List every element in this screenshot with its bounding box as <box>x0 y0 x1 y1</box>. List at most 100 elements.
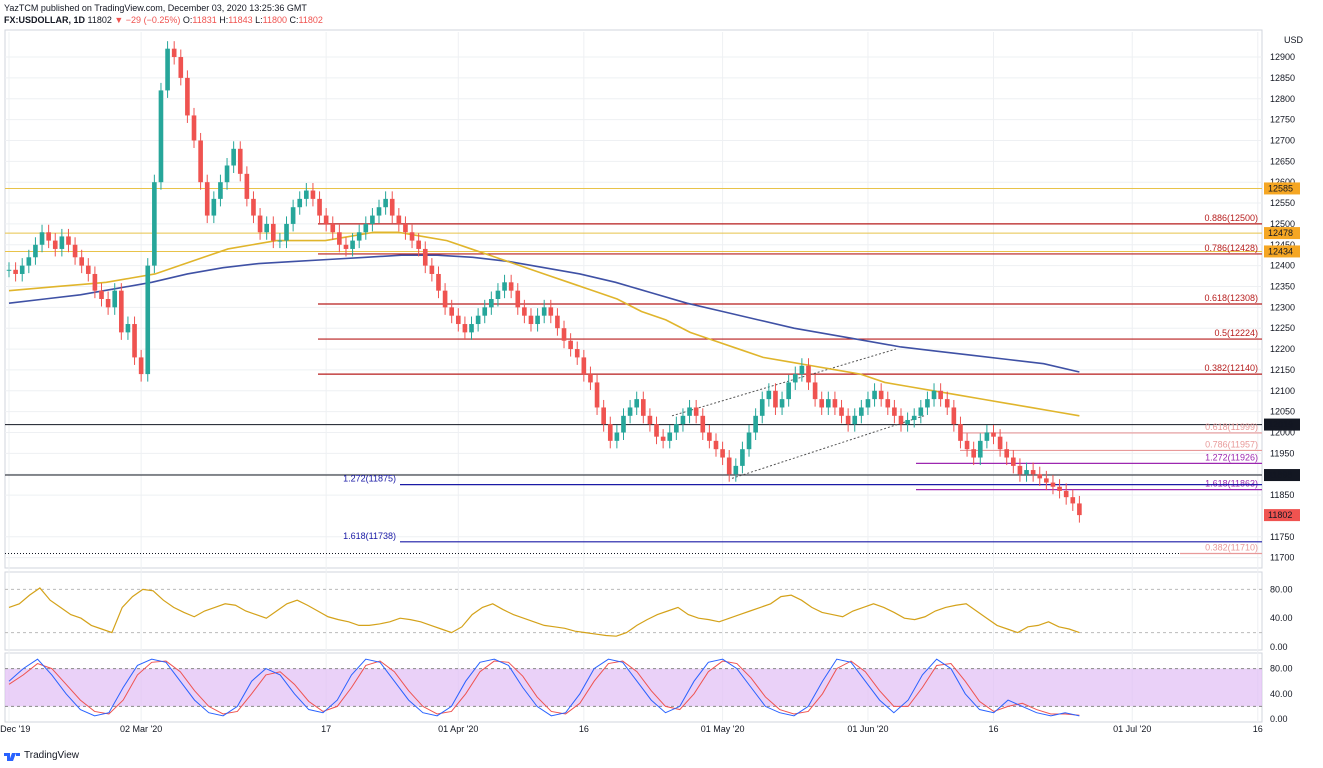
candle-body <box>449 307 455 316</box>
fib-label: 0.886(12500) <box>1204 213 1258 223</box>
candle-body <box>1030 470 1036 475</box>
candle-body <box>872 390 877 400</box>
candle-body <box>687 407 692 416</box>
candle-body <box>218 182 223 199</box>
price-pane[interactable]: 0.886(12500) 0.786(12428) 0.618(12308) 0.5(… <box>5 41 1262 555</box>
tradingview-footer[interactable]: TradingView <box>4 750 79 761</box>
candle-body <box>865 399 871 408</box>
candle-body <box>548 307 554 316</box>
candle-body <box>951 407 957 425</box>
candle-body <box>740 449 745 466</box>
price-badge <box>1264 418 1300 431</box>
low-value: 11800 <box>262 15 287 25</box>
y-tick-label: 12050 <box>1270 407 1295 417</box>
candle-body <box>528 315 534 325</box>
rsi-pane[interactable] <box>5 587 1262 637</box>
candle-body <box>574 349 580 358</box>
candle-body <box>1004 449 1010 458</box>
candle-body <box>482 307 488 316</box>
candle-body <box>79 257 84 266</box>
stoch-rsi-pane[interactable] <box>5 658 1262 717</box>
price-badge <box>1264 245 1300 258</box>
candle-body <box>931 390 937 400</box>
rsi-tick-label: 40.00 <box>1270 613 1293 623</box>
candle-body <box>442 290 448 308</box>
candle-body <box>330 223 336 233</box>
candle-body <box>403 223 408 233</box>
tradingview-logo-icon <box>4 752 20 761</box>
candle-body <box>46 232 51 241</box>
candle-body <box>627 407 633 416</box>
x-tick-label: 01 May '20 <box>701 724 745 734</box>
y-tick-label: 11700 <box>1270 553 1294 563</box>
candle-body <box>370 215 375 224</box>
candle-body <box>138 357 144 375</box>
candle-body <box>753 415 758 433</box>
fib-label: 1.272(11926) <box>1205 452 1258 462</box>
candle-body <box>1044 478 1049 483</box>
candle-body <box>535 315 540 325</box>
candle-body <box>198 140 203 183</box>
fib-label: 0.5(12224) <box>1214 328 1258 338</box>
fib-label: 1.618(11863) <box>1205 479 1258 489</box>
last-price: 11802 <box>87 15 112 25</box>
open-value: 11831 <box>192 15 217 25</box>
candle-body <box>343 244 349 249</box>
x-tick-label: 02 Mar '20 <box>120 724 162 734</box>
fib-label: 1.618(11738) <box>343 531 396 541</box>
rsi-line <box>8 587 1080 637</box>
candle-body <box>178 57 184 78</box>
candle-body <box>105 299 111 308</box>
candle-body <box>323 215 329 224</box>
candle-body <box>85 265 91 274</box>
rsi-tick-label: 80.00 <box>1270 584 1293 594</box>
candle-body <box>515 290 521 308</box>
candle-body <box>561 328 567 341</box>
candle-body <box>588 374 593 383</box>
candle-body <box>462 324 468 333</box>
y-tick-label: 12500 <box>1270 219 1295 229</box>
candle-body <box>244 173 250 199</box>
candle-body <box>350 240 355 249</box>
candle-body <box>416 240 421 249</box>
candle-body <box>297 198 303 208</box>
candle-body <box>991 432 996 437</box>
candle-body <box>26 257 32 266</box>
candle-body <box>812 382 818 400</box>
y-tick-label: 12550 <box>1270 198 1295 208</box>
candle-body <box>799 365 805 375</box>
candle-body <box>1070 497 1076 504</box>
candle-body <box>594 382 600 408</box>
candle-body <box>905 419 910 425</box>
candle-body <box>389 198 395 216</box>
candle-body <box>832 399 838 408</box>
candle-body <box>806 365 811 383</box>
candle-body <box>555 315 560 329</box>
symbol-line: FX:USDOLLAR, 1D 11802 ▼ −29 (−0.25%) O:1… <box>4 14 323 26</box>
candle-body <box>773 390 778 408</box>
candle-body <box>119 290 124 333</box>
candle-body <box>938 390 943 400</box>
candle-body <box>191 115 197 141</box>
candle-body <box>647 415 653 425</box>
x-tick-label: 16 <box>988 724 998 734</box>
candle-body <box>1017 465 1023 475</box>
candle-body <box>581 357 587 375</box>
candle-body <box>1063 490 1069 498</box>
candle-body <box>59 236 65 249</box>
close-label: C: <box>289 15 299 25</box>
y-tick-label: 12800 <box>1270 94 1295 104</box>
high-value: 11843 <box>228 15 253 25</box>
candle-body <box>674 424 679 433</box>
price-badge <box>1264 227 1300 240</box>
candle-body <box>237 148 243 174</box>
candle-body <box>290 207 296 224</box>
candle-body <box>541 307 547 316</box>
y-tick-label: 12700 <box>1270 135 1295 145</box>
candle-body <box>132 324 137 358</box>
candle-body <box>251 198 256 216</box>
candle-body <box>826 399 831 408</box>
candle-body <box>376 207 382 216</box>
price-badge <box>1264 469 1300 482</box>
